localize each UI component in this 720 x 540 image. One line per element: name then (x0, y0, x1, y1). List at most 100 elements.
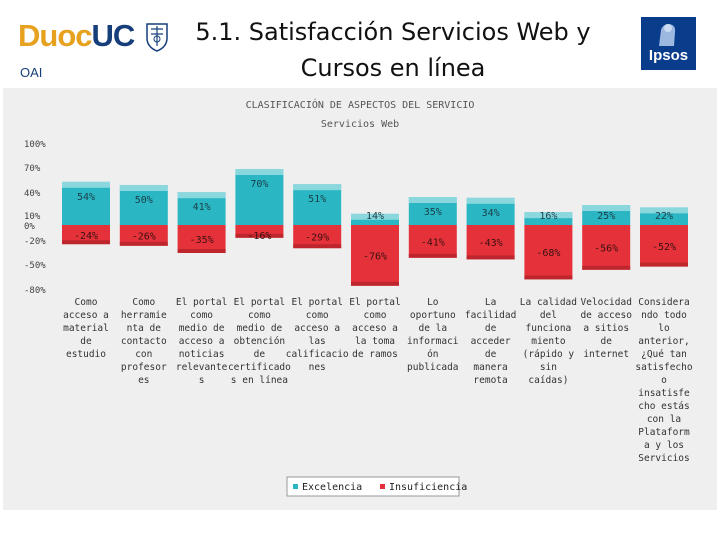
category-label: Servicios (638, 453, 689, 464)
category-label: funciona (526, 323, 572, 334)
insufficiency-bar-shadow (293, 244, 342, 249)
insufficiency-bar (466, 225, 515, 260)
excellence-bar-highlight (235, 169, 284, 175)
category-label: s (199, 375, 205, 386)
category-label: herramie (121, 310, 167, 321)
category-label: manera (473, 362, 507, 373)
category-label: Velocidad (580, 297, 631, 308)
category-label: Lo (427, 297, 439, 308)
insufficiency-bar (351, 225, 399, 286)
category-label: de (600, 336, 612, 347)
insufficiency-bar (177, 225, 226, 253)
y-tick-label: -80% (24, 286, 46, 296)
y-tick-label: 100% (24, 140, 46, 150)
y-tick-label: 40% (24, 189, 41, 199)
category-label: de acceso (580, 310, 632, 321)
category-label: ndo todo (641, 310, 687, 321)
category-label: acceso a (179, 336, 225, 347)
category-label: material (63, 323, 109, 334)
excellence-value-label: 54% (77, 192, 95, 203)
category-label: caídas) (528, 375, 568, 386)
chart-subtitle: Servicios Web (320, 119, 400, 130)
category-label: sin (540, 362, 557, 373)
category-label: cho estás (638, 401, 689, 412)
y-tick-label: -50% (24, 261, 46, 271)
legend-label-insufficiency: Insuficiencia (389, 482, 467, 493)
title-line-1: 5.1. Satisfacción Servicios Web y (195, 18, 591, 46)
excellence-bar (524, 212, 573, 225)
category-label: calificacio (286, 349, 349, 360)
insufficiency-value-label: -68% (536, 248, 560, 259)
insufficiency-bar (119, 225, 168, 246)
category-label: de (254, 349, 266, 360)
category-label: de (485, 323, 497, 334)
category-label: con la (647, 414, 681, 425)
insufficiency-bar-shadow (119, 241, 168, 246)
excellence-bar-highlight (119, 185, 168, 191)
insufficiency-value-label: -52% (652, 242, 676, 253)
excellence-bar (640, 207, 688, 225)
page-title: 5.1. Satisfacción Servicios Web y Cursos… (168, 14, 618, 86)
category-label: de ramos (352, 349, 398, 360)
duocuc-logo: DuocUC (18, 18, 173, 58)
category-label: El portal (234, 297, 285, 308)
category-label: la toma (355, 336, 395, 347)
insufficiency-bar-shadow (466, 255, 515, 260)
category-label: remota (473, 375, 507, 386)
excellence-bar (119, 185, 168, 225)
excellence-bar (235, 169, 284, 225)
category-label: El portal (349, 297, 400, 308)
y-tick-label: 0% (24, 222, 35, 232)
category-label: oportuno (410, 310, 456, 321)
category-label: (rápido y (523, 349, 575, 360)
excellence-bar (62, 181, 110, 225)
insufficiency-bar-shadow (524, 275, 573, 280)
category-label: informaci (407, 336, 459, 347)
excellence-value-label: 35% (424, 207, 442, 218)
category-label: a y los (644, 440, 684, 451)
category-label: nta de (127, 323, 162, 334)
insufficiency-bar-shadow (582, 265, 631, 270)
excellence-bar-highlight (640, 207, 688, 214)
excellence-bar (466, 197, 515, 225)
chart-title: CLASIFICACIÓN DE ASPECTOS DEL SERVICIO (245, 100, 475, 111)
category-label: de la (418, 323, 447, 334)
insufficiency-value-label: -29% (305, 233, 329, 244)
insufficiency-bar (408, 225, 457, 258)
category-label: acceder (471, 336, 511, 347)
category-label: a sitios (583, 323, 629, 334)
logo-text-duoc: Duoc (18, 18, 92, 53)
insufficiency-value-label: -24% (74, 231, 98, 242)
y-tick-label: 10% (24, 212, 41, 222)
legend-box (286, 476, 460, 497)
excellence-value-label: 70% (250, 179, 268, 190)
category-label: es (138, 375, 149, 386)
category-label: medio de (179, 323, 225, 334)
y-tick-label: -20% (24, 237, 46, 247)
category-label: La (485, 297, 496, 308)
insufficiency-bar-shadow (235, 233, 284, 238)
insufficiency-bar-shadow (640, 262, 688, 267)
category-label: como (190, 310, 213, 321)
excellence-bar (408, 197, 457, 225)
chart-panel (3, 88, 717, 510)
logo-subtitle: OAI (20, 65, 43, 80)
insufficiency-bar-shadow (351, 281, 399, 286)
category-label: obtención (234, 336, 285, 347)
category-label: como (306, 310, 329, 321)
category-label: s en línea (231, 375, 288, 386)
insufficiency-bar (524, 225, 573, 280)
category-label: Considera (638, 297, 689, 308)
insufficiency-value-label: -56% (594, 243, 618, 254)
excellence-bar-highlight (351, 213, 399, 220)
category-label: publicada (407, 362, 458, 373)
excellence-bar (177, 192, 226, 225)
insufficiency-bar-shadow (177, 249, 226, 253)
logo-wordmark: DuocUC (18, 18, 135, 54)
title-line-2: Cursos en línea (300, 54, 486, 82)
excellence-value-label: 25% (597, 211, 615, 222)
category-label: anterior, (638, 336, 689, 347)
insufficiency-value-label: -43% (479, 238, 503, 249)
category-label: satisfecho (635, 362, 692, 373)
